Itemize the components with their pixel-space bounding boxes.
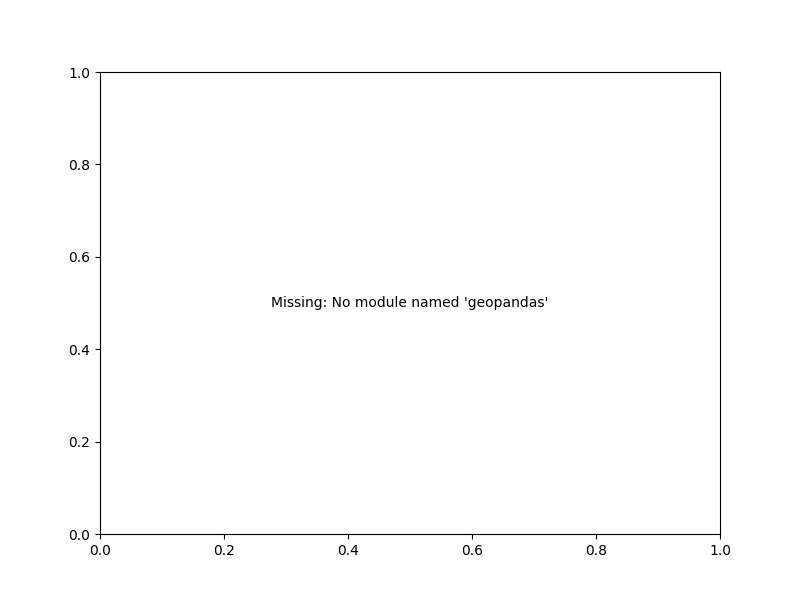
Text: Missing: No module named 'geopandas': Missing: No module named 'geopandas': [271, 296, 549, 310]
